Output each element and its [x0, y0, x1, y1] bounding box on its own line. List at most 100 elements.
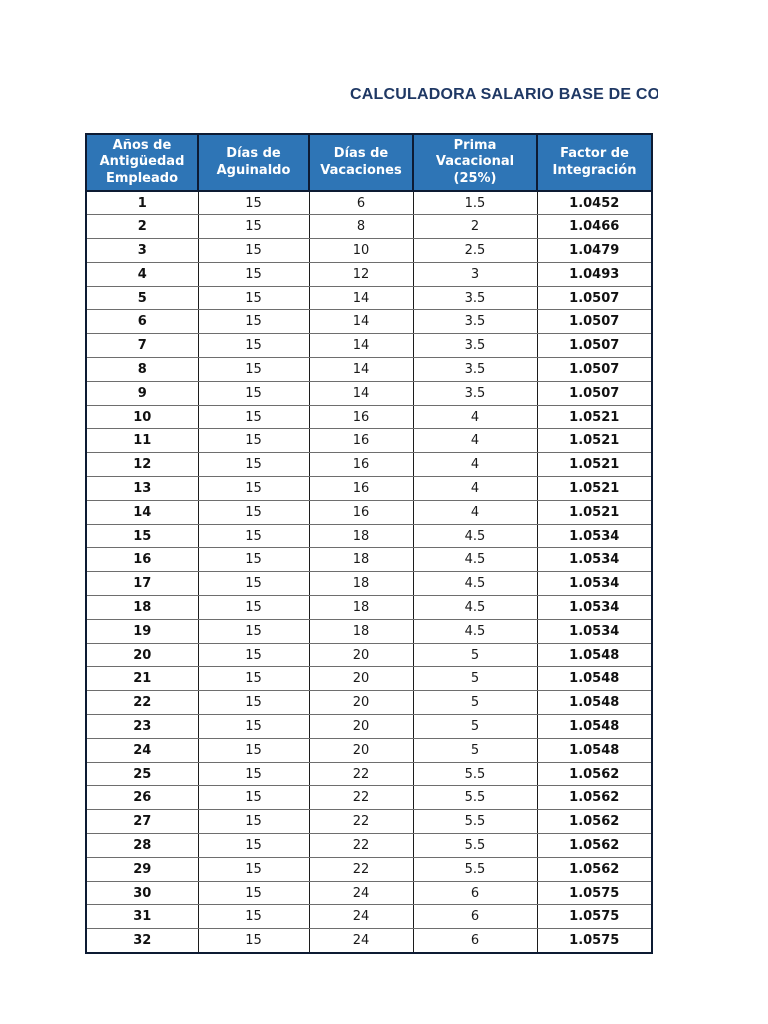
cell-dias-aguinaldo: 15 — [197, 690, 310, 716]
cell-prima-vacacional: 3.5 — [412, 333, 538, 359]
cell-dias-vacaciones: 16 — [308, 499, 414, 525]
cell-factor-integracion: 1.0562 — [536, 833, 653, 858]
table-row: 12 15 16 4 1.0521 — [85, 452, 653, 478]
cell-factor-integracion: 1.0507 — [536, 333, 653, 359]
table-row: 32 15 24 6 1.0575 — [85, 928, 653, 953]
cell-dias-vacaciones: 18 — [308, 595, 414, 620]
cell-dias-aguinaldo: 15 — [197, 309, 310, 335]
cell-prima-vacacional: 5 — [412, 737, 538, 763]
cell-factor-integracion: 1.0575 — [536, 904, 653, 930]
cell-dias-vacaciones: 24 — [308, 928, 414, 953]
cell-prima-vacacional: 4.5 — [412, 523, 538, 549]
table-row: 19 15 18 4.5 1.0534 — [85, 618, 653, 644]
cell-anos-antiguedad: 20 — [85, 642, 199, 668]
cell-factor-integracion: 1.0479 — [536, 238, 653, 263]
cell-dias-aguinaldo: 15 — [197, 523, 310, 549]
header-dias-vacaciones: Días de Vacaciones — [308, 133, 414, 192]
cell-dias-vacaciones: 14 — [308, 285, 414, 311]
cell-anos-antiguedad: 7 — [85, 333, 199, 359]
cell-dias-aguinaldo: 15 — [197, 357, 310, 382]
cell-anos-antiguedad: 1 — [85, 190, 199, 216]
cell-prima-vacacional: 6 — [412, 904, 538, 930]
cell-factor-integracion: 1.0521 — [536, 499, 653, 525]
cell-dias-aguinaldo: 15 — [197, 833, 310, 858]
cell-prima-vacacional: 5 — [412, 714, 538, 739]
cell-dias-aguinaldo: 15 — [197, 428, 310, 454]
cell-factor-integracion: 1.0534 — [536, 618, 653, 644]
table-row: 8 15 14 3.5 1.0507 — [85, 357, 653, 382]
table-row: 21 15 20 5 1.0548 — [85, 666, 653, 692]
cell-dias-vacaciones: 18 — [308, 618, 414, 644]
cell-anos-antiguedad: 9 — [85, 380, 199, 406]
cell-anos-antiguedad: 5 — [85, 285, 199, 311]
table-body: 1 15 6 1.5 1.0452 2 15 8 2 1.0466 3 15 10 2.5 1.0479 4 1… — [85, 190, 653, 953]
cell-dias-aguinaldo: 15 — [197, 761, 310, 787]
cell-dias-vacaciones: 16 — [308, 428, 414, 454]
cell-factor-integracion: 1.0507 — [536, 357, 653, 382]
cell-dias-vacaciones: 20 — [308, 642, 414, 668]
cell-dias-aguinaldo: 15 — [197, 499, 310, 525]
cell-factor-integracion: 1.0562 — [536, 761, 653, 787]
cell-factor-integracion: 1.0548 — [536, 690, 653, 716]
cell-prima-vacacional: 5 — [412, 642, 538, 668]
table-row: 29 15 22 5.5 1.0562 — [85, 856, 653, 882]
cell-dias-aguinaldo: 15 — [197, 809, 310, 835]
table-row: 5 15 14 3.5 1.0507 — [85, 285, 653, 311]
cell-prima-vacacional: 5.5 — [412, 809, 538, 835]
cell-anos-antiguedad: 31 — [85, 904, 199, 930]
cell-anos-antiguedad: 26 — [85, 785, 199, 811]
header-factor-integracion: Factor de Integración — [536, 133, 653, 192]
cell-prima-vacacional: 3.5 — [412, 309, 538, 335]
cell-factor-integracion: 1.0562 — [536, 856, 653, 882]
cell-prima-vacacional: 5 — [412, 690, 538, 716]
cell-dias-vacaciones: 18 — [308, 571, 414, 597]
cell-dias-vacaciones: 20 — [308, 690, 414, 716]
cell-prima-vacacional: 4.5 — [412, 595, 538, 620]
cell-dias-vacaciones: 14 — [308, 333, 414, 359]
cell-dias-aguinaldo: 15 — [197, 642, 310, 668]
cell-anos-antiguedad: 21 — [85, 666, 199, 692]
cell-factor-integracion: 1.0521 — [536, 452, 653, 478]
cell-dias-vacaciones: 16 — [308, 452, 414, 478]
table-row: 20 15 20 5 1.0548 — [85, 642, 653, 668]
cell-dias-aguinaldo: 15 — [197, 785, 310, 811]
cell-prima-vacacional: 6 — [412, 928, 538, 953]
cell-factor-integracion: 1.0562 — [536, 809, 653, 835]
table-row: 1 15 6 1.5 1.0452 — [85, 190, 653, 216]
cell-anos-antiguedad: 17 — [85, 571, 199, 597]
header-dias-aguinaldo: Días de Aguinaldo — [197, 133, 310, 192]
table-row: 6 15 14 3.5 1.0507 — [85, 309, 653, 335]
table-row: 16 15 18 4.5 1.0534 — [85, 547, 653, 573]
cell-dias-aguinaldo: 15 — [197, 547, 310, 573]
table-row: 28 15 22 5.5 1.0562 — [85, 833, 653, 858]
cell-anos-antiguedad: 27 — [85, 809, 199, 835]
cell-dias-aguinaldo: 15 — [197, 856, 310, 882]
cell-dias-vacaciones: 14 — [308, 380, 414, 406]
cell-prima-vacacional: 5.5 — [412, 833, 538, 858]
cell-factor-integracion: 1.0562 — [536, 785, 653, 811]
cell-factor-integracion: 1.0452 — [536, 190, 653, 216]
cell-dias-aguinaldo: 15 — [197, 737, 310, 763]
cell-prima-vacacional: 1.5 — [412, 190, 538, 216]
table-row: 24 15 20 5 1.0548 — [85, 737, 653, 763]
cell-anos-antiguedad: 6 — [85, 309, 199, 335]
cell-dias-vacaciones: 18 — [308, 547, 414, 573]
salary-integration-factor-table: Años de Antigüedad Empleado Días de Agui… — [85, 133, 653, 954]
cell-prima-vacacional: 4.5 — [412, 571, 538, 597]
cell-factor-integracion: 1.0534 — [536, 547, 653, 573]
cell-dias-aguinaldo: 15 — [197, 333, 310, 359]
cell-dias-vacaciones: 16 — [308, 476, 414, 501]
cell-factor-integracion: 1.0534 — [536, 571, 653, 597]
cell-factor-integracion: 1.0466 — [536, 214, 653, 240]
cell-dias-vacaciones: 24 — [308, 880, 414, 906]
cell-factor-integracion: 1.0548 — [536, 714, 653, 739]
table-row: 22 15 20 5 1.0548 — [85, 690, 653, 716]
cell-prima-vacacional: 4 — [412, 452, 538, 478]
cell-anos-antiguedad: 23 — [85, 714, 199, 739]
header-prima-vacacional: Prima Vacacional (25%) — [412, 133, 538, 192]
table-row: 3 15 10 2.5 1.0479 — [85, 238, 653, 263]
cell-factor-integracion: 1.0575 — [536, 880, 653, 906]
cell-dias-aguinaldo: 15 — [197, 928, 310, 953]
cell-dias-vacaciones: 10 — [308, 238, 414, 263]
